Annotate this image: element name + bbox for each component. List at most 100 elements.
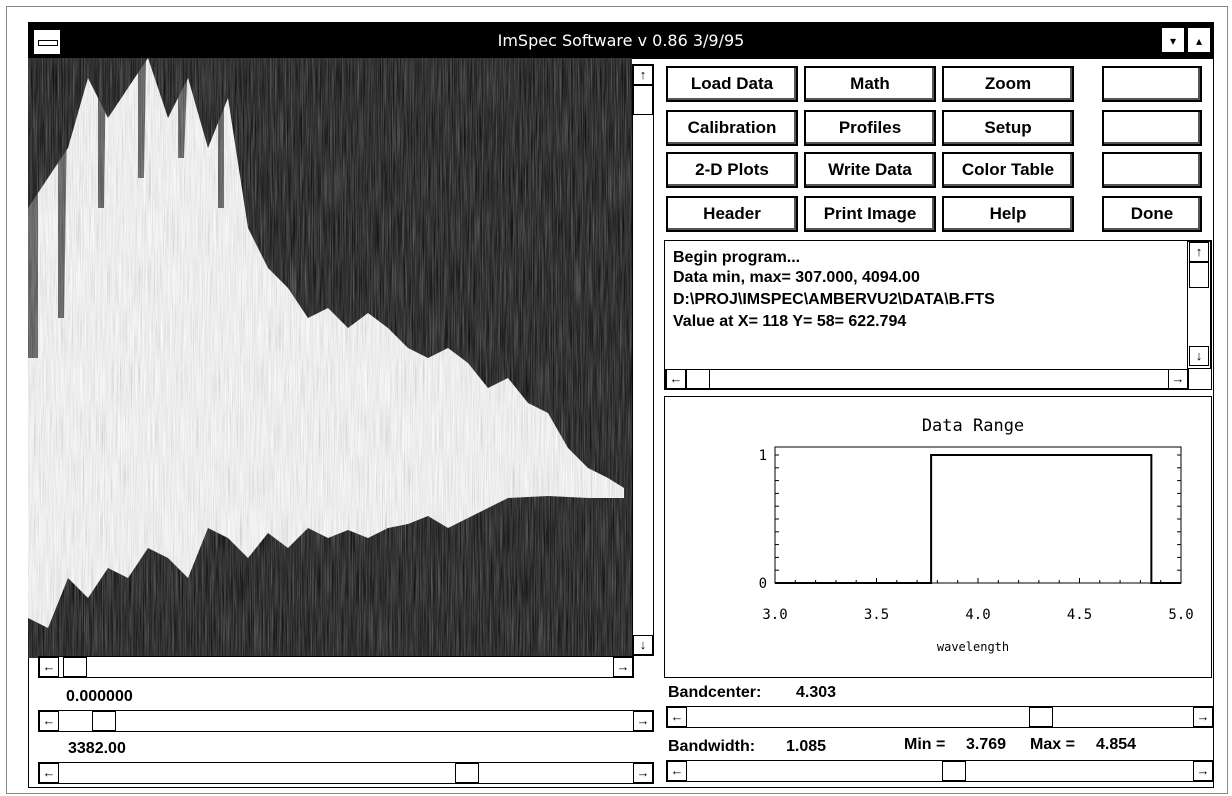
scroll-thumb[interactable] [686, 369, 710, 389]
log-vertical-scrollbar[interactable]: ↑ ↓ [1187, 241, 1211, 369]
scroll-right-button[interactable]: → [633, 711, 653, 731]
max-value-slider[interactable]: ← → [38, 762, 654, 784]
done-button[interactable]: Done [1102, 196, 1202, 232]
scroll-right-button[interactable]: → [613, 657, 633, 677]
bandwidth-label: Bandwidth: [668, 738, 756, 755]
x-tick-label: 4.0 [965, 607, 990, 623]
scroll-right-button[interactable]: → [1193, 707, 1213, 727]
scroll-left-button[interactable]: ← [667, 761, 687, 781]
right-arrow-icon: → [636, 713, 650, 728]
left-arrow-icon: ← [670, 763, 684, 778]
x-tick-group: 3.0 3.5 4.0 4.5 5.0 [762, 578, 1194, 623]
maximize-icon: ▴ [1195, 34, 1203, 48]
system-menu-icon[interactable] [33, 29, 61, 55]
slider-thumb[interactable] [942, 761, 967, 781]
spectral-image[interactable] [28, 58, 632, 658]
screen-frame [6, 6, 1228, 794]
write-data-button[interactable]: Write Data [804, 152, 936, 188]
scroll-left-button[interactable]: ← [39, 711, 59, 731]
2d-plots-button[interactable]: 2-D Plots [666, 152, 798, 188]
left-arrow-icon: ← [42, 659, 56, 674]
right-arrow-icon: → [636, 765, 650, 780]
log-line: Data min, max= 307.000, 4094.00 [673, 269, 920, 286]
scroll-thumb[interactable] [633, 85, 653, 115]
up-arrow-icon: ↑ [1195, 244, 1203, 259]
log-horizontal-scrollbar[interactable]: ← → [665, 369, 1189, 389]
log-line: Begin program... [673, 249, 801, 266]
math-button[interactable]: Math [804, 66, 936, 102]
right-arrow-icon: → [616, 659, 630, 674]
log-line: D:\PROJ\IMSPEC\AMBERVU2\DATA\B.FTS [673, 291, 995, 308]
scroll-up-button[interactable]: ↑ [1189, 242, 1209, 262]
right-arrow-icon: → [1171, 371, 1185, 386]
min-value-slider[interactable]: ← → [38, 710, 654, 732]
blank-button-3[interactable] [1102, 152, 1202, 188]
scroll-right-button[interactable]: → [1168, 369, 1188, 389]
series-line [775, 454, 1181, 584]
x-tick-label: 5.0 [1168, 607, 1193, 623]
left-arrow-icon: ← [670, 709, 684, 724]
calibration-button[interactable]: Calibration [666, 110, 798, 146]
bandcenter-slider[interactable]: ← → [666, 706, 1214, 728]
scroll-right-button[interactable]: → [1193, 761, 1213, 781]
max-range-value: 4.854 [1096, 736, 1137, 753]
color-table-button[interactable]: Color Table [942, 152, 1074, 188]
title-bar[interactable]: ImSpec Software v 0.86 3/9/95 [29, 23, 1213, 59]
scroll-left-button[interactable]: ← [39, 763, 59, 783]
y-tick-label: 1 [759, 448, 767, 464]
image-horizontal-scrollbar[interactable]: ← → [38, 656, 634, 678]
scroll-left-button[interactable]: ← [667, 707, 687, 727]
message-log[interactable]: Begin program... Data min, max= 307.000,… [664, 240, 1212, 390]
blank-button-2[interactable] [1102, 110, 1202, 146]
down-arrow-icon: ↓ [1195, 348, 1203, 363]
x-tick-label: 3.5 [864, 607, 889, 623]
data-range-chart: Data Range 3.0 3.5 4.0 4.5 5.0 01 wavelength [759, 416, 1194, 654]
image-vertical-scrollbar[interactable]: ↑ ↓ [632, 64, 654, 656]
help-button[interactable]: Help [942, 196, 1074, 232]
bandcenter-value: 4.303 [796, 684, 837, 701]
scroll-up-button[interactable]: ↑ [633, 65, 653, 85]
y-tick-group: 01 [759, 448, 1181, 592]
right-arrow-icon: → [1196, 709, 1210, 724]
scroll-down-button[interactable]: ↓ [1189, 346, 1209, 366]
plot-frame [774, 446, 1182, 584]
up-arrow-icon: ↑ [639, 67, 647, 82]
scroll-down-button[interactable]: ↓ [633, 635, 653, 655]
window-title: ImSpec Software v 0.86 3/9/95 [497, 31, 745, 50]
slider-thumb[interactable] [1029, 707, 1054, 727]
max-value: 3382.00 [68, 740, 126, 757]
y-tick-label: 0 [759, 576, 767, 592]
x-tick-label: 4.5 [1067, 607, 1092, 623]
max-range-label: Max = [1030, 736, 1075, 753]
bandcenter-label: Bandcenter: [668, 684, 762, 701]
profiles-button[interactable]: Profiles [804, 110, 936, 146]
x-axis-label: wavelength [937, 640, 1009, 654]
min-range-value: 3.769 [966, 736, 1007, 753]
load-data-button[interactable]: Load Data [666, 66, 798, 102]
bandwidth-value: 1.085 [786, 738, 827, 755]
min-value: 0.000000 [66, 688, 133, 705]
scroll-thumb[interactable] [1189, 262, 1209, 288]
slider-thumb[interactable] [92, 711, 116, 731]
minimize-button[interactable]: ▾ [1161, 27, 1185, 53]
down-arrow-icon: ↓ [639, 637, 647, 652]
minimize-icon: ▾ [1169, 34, 1177, 48]
scroll-left-button[interactable]: ← [39, 657, 59, 677]
setup-button[interactable]: Setup [942, 110, 1074, 146]
print-image-button[interactable]: Print Image [804, 196, 936, 232]
chart-title: Data Range [922, 416, 1024, 436]
scroll-left-button[interactable]: ← [666, 369, 686, 389]
blank-button-1[interactable] [1102, 66, 1202, 102]
spectral-image-canvas [28, 58, 632, 658]
log-line: Value at X= 118 Y= 58= 622.794 [673, 313, 907, 330]
left-arrow-icon: ← [42, 713, 56, 728]
scroll-right-button[interactable]: → [633, 763, 653, 783]
header-button[interactable]: Header [666, 196, 798, 232]
scroll-thumb[interactable] [63, 657, 87, 677]
zoom-button[interactable]: Zoom [942, 66, 1074, 102]
slider-thumb[interactable] [455, 763, 479, 783]
left-arrow-icon: ← [42, 765, 56, 780]
left-arrow-icon: ← [669, 371, 683, 386]
maximize-button[interactable]: ▴ [1187, 27, 1211, 53]
bandwidth-slider[interactable]: ← → [666, 760, 1214, 782]
